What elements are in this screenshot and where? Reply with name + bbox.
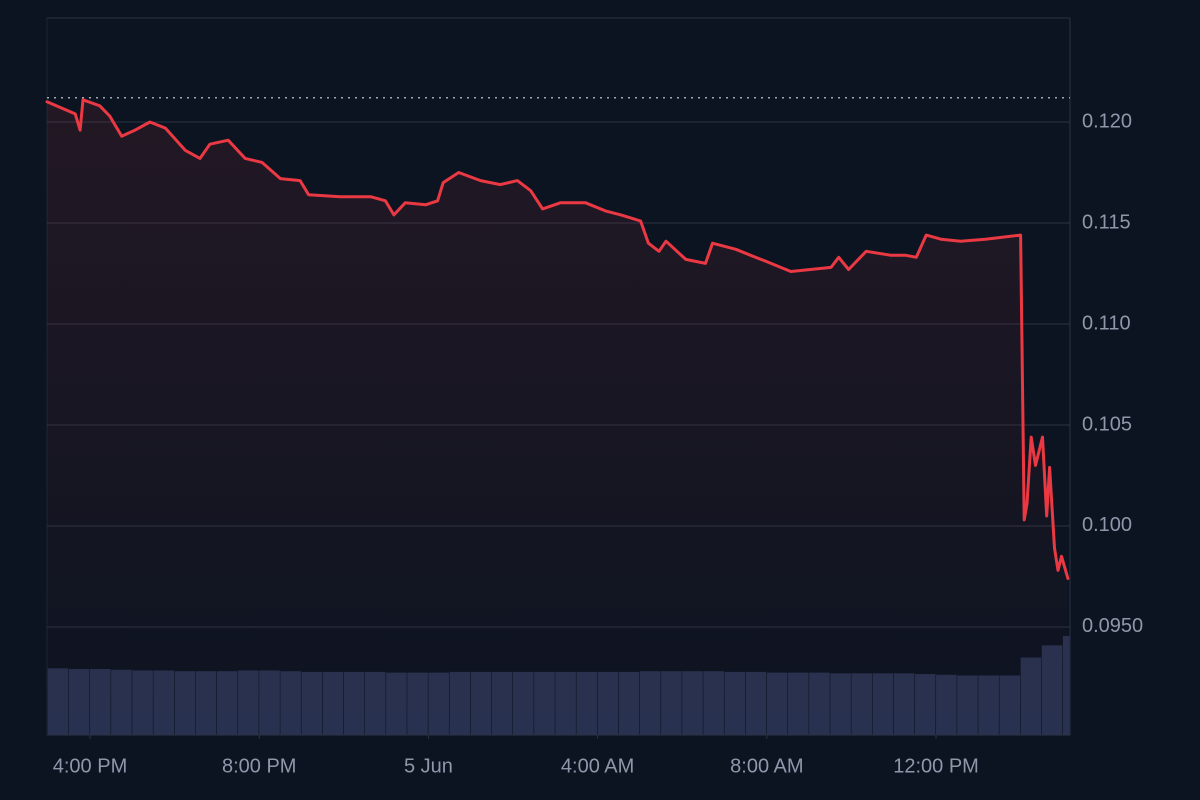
y-tick-label: 0.0950 xyxy=(1082,615,1143,637)
x-tick-label: 8:00 AM xyxy=(730,755,803,777)
price-line xyxy=(45,98,1070,580)
x-tick-label: 4:00 AM xyxy=(561,755,634,777)
y-tick-label: 0.120 xyxy=(1082,110,1132,132)
x-tick-label: 12:00 PM xyxy=(893,755,979,777)
y-tick-label: 0.105 xyxy=(1082,413,1132,435)
y-tick-label: 0.115 xyxy=(1082,211,1131,233)
y-tick-label: 0.110 xyxy=(1082,312,1131,334)
price-area xyxy=(47,99,1068,736)
y-tick-label: 0.100 xyxy=(1082,514,1132,536)
x-tick-label: 5 Jun xyxy=(404,755,453,777)
x-tick-label: 4:00 PM xyxy=(53,755,127,777)
x-tick-label: 8:00 PM xyxy=(222,755,296,777)
